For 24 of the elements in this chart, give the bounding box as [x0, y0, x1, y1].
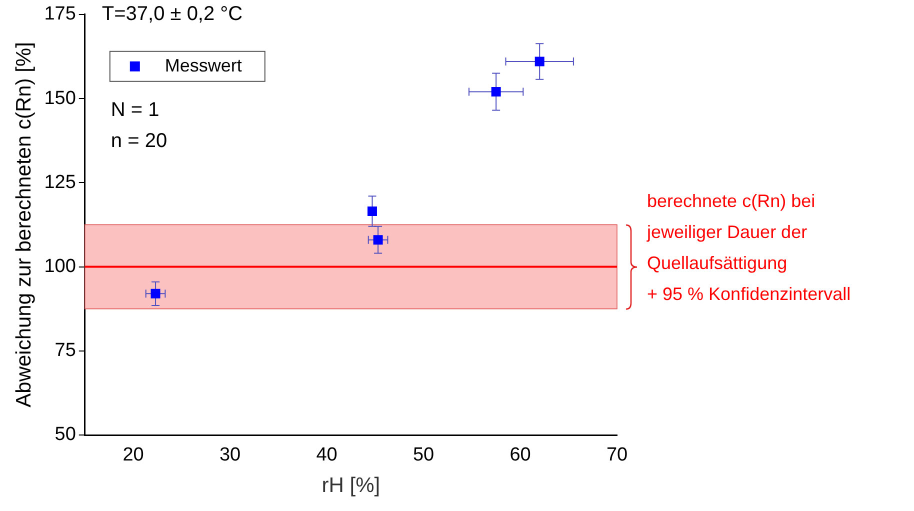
- x-tick-label: 40: [316, 444, 338, 466]
- y-tick-label: 125: [44, 172, 76, 193]
- y-tick-label: 175: [44, 4, 76, 25]
- x-axis-title: rH [%]: [322, 474, 380, 498]
- annotation: T=37,0 ± 0,2 °C: [102, 2, 243, 25]
- annotation: N = 1: [110, 98, 160, 121]
- x-tick-label: 60: [510, 444, 531, 466]
- x-tick-label: 50: [412, 444, 434, 466]
- annotation: n = 20: [110, 130, 168, 152]
- band-label: berechnete c(Rn) bei jeweiliger Dauer der Quellaufsättigung + 95 % Konfidenzintervall: [646, 191, 851, 304]
- legend-label: Messwert: [164, 55, 242, 76]
- y-tick-label: 50: [54, 424, 76, 446]
- x-tick-label: 70: [606, 444, 628, 466]
- y-tick-label: 150: [44, 88, 76, 109]
- point: [373, 235, 383, 245]
- point: [491, 87, 501, 97]
- point: [367, 206, 377, 216]
- point: [150, 288, 160, 298]
- y-tick-label: 100: [44, 256, 76, 277]
- y-axis-title: Abweichung zur berechneten c(Rn) [%]: [12, 42, 36, 408]
- point: [534, 56, 544, 66]
- x-tick-label: 20: [122, 444, 144, 466]
- y-tick-label: 75: [54, 340, 76, 362]
- x-tick-label: 30: [219, 444, 241, 466]
